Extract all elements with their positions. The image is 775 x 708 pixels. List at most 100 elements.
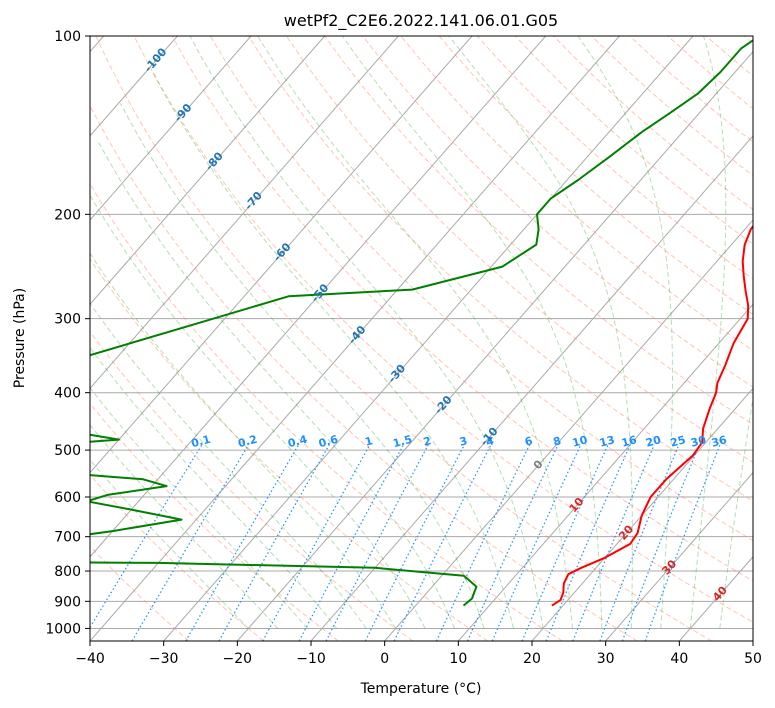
dry-adiabat-line — [90, 474, 264, 641]
isotherm-line — [90, 36, 547, 558]
mixing-ratio-label: 4 — [485, 434, 496, 449]
moist-adiabat-line — [120, 103, 485, 629]
chart-title: wetPf2_C2E6.2022.141.06.01.G05 — [284, 11, 558, 31]
y-tick-label: 1000 — [45, 621, 81, 637]
mixing-ratio-line — [545, 444, 631, 641]
mixing-ratio-line — [131, 444, 250, 641]
mixing-ratio-label: 2 — [422, 434, 433, 449]
mixing-ratio-label: 0.4 — [286, 433, 309, 451]
moist-adiabat-line — [719, 395, 753, 629]
mixing-ratio-label: 10 — [571, 433, 589, 450]
mixing-ratio-label: 36 — [710, 433, 728, 450]
mixing-ratio-line — [521, 444, 609, 641]
mixing-ratio-label: 3 — [458, 434, 469, 449]
isotherm-line — [531, 387, 753, 641]
mixing-ratio-label: 6 — [523, 434, 534, 449]
mixing-ratio-label: 16 — [620, 433, 638, 450]
y-tick-label: 600 — [54, 490, 81, 506]
mixing-ratio-label: 20 — [644, 433, 662, 450]
moist-adiabat-line — [97, 140, 456, 629]
mixing-ratio-label: 1.5 — [391, 433, 413, 451]
dry-adiabat-line — [324, 36, 753, 425]
mixing-ratio-line — [262, 444, 371, 641]
dry-adiabat-line — [90, 330, 414, 641]
mixing-ratio-label: 0.1 — [190, 433, 212, 451]
y-axis-label: Pressure (hPa) — [12, 288, 28, 388]
isotherm-line — [90, 36, 326, 305]
mixing-ratio-label: 8 — [552, 434, 563, 449]
x-tick-label: 10 — [449, 651, 467, 667]
moist-adiabat-line — [257, 36, 573, 629]
isotherm-line — [90, 36, 252, 221]
mixing-ratio-label: 0.2 — [237, 433, 259, 451]
moist-adiabat-line — [90, 424, 279, 629]
dry-adiabat-line — [438, 36, 753, 316]
mixing-ratio-line — [435, 444, 531, 641]
mixing-ratio-line — [393, 444, 492, 641]
isotherm-line — [90, 36, 399, 390]
y-axis: 100 200 300 400 500 600 700 800 900 1000 — [45, 29, 90, 637]
mixing-ratio-line — [364, 444, 465, 641]
y-tick-label: 500 — [54, 443, 81, 459]
dry-adiabat-line — [247, 36, 753, 502]
dry-adiabat-line — [171, 36, 753, 582]
y-tick-label: 200 — [54, 207, 81, 223]
mixing-ratio-label: 13 — [598, 433, 616, 450]
moist-adiabat-line — [689, 36, 727, 629]
isotherm-line — [384, 219, 753, 641]
dry-adiabat-line — [362, 36, 753, 388]
mixing-ratio-line — [644, 444, 721, 641]
moist-adiabat-line — [189, 36, 544, 629]
x-tick-label: 50 — [744, 651, 762, 667]
mixing-ratio-label: 30 — [689, 433, 707, 450]
isotherm-line — [90, 36, 473, 474]
dry-adiabat-line — [209, 36, 753, 542]
y-tick-label: 300 — [54, 312, 81, 328]
moist-adiabat-line — [448, 36, 633, 629]
mixing-ratio-label: 1 — [363, 434, 374, 449]
y-tick-label: 900 — [54, 594, 81, 610]
moist-adiabat-line — [90, 346, 338, 629]
isotherm-line — [457, 303, 753, 641]
dry-adiabat-line — [90, 182, 563, 641]
temperature-profile-line — [551, 224, 753, 607]
moist-adiabat-line — [152, 71, 514, 629]
y-tick-label: 800 — [54, 564, 81, 580]
x-tick-label: 20 — [523, 651, 541, 667]
y-tick-label: 400 — [54, 386, 81, 402]
x-axis-label: Temperature (°C) — [360, 681, 482, 697]
mixing-ratio-label: 25 — [669, 433, 687, 450]
moist-adiabat-line — [90, 387, 308, 629]
dry-adiabat-line — [133, 36, 753, 623]
isotherm-line — [605, 471, 753, 641]
mixing-ratio-label: 0.6 — [317, 433, 340, 451]
isotherm-line — [163, 36, 694, 641]
mixing-ratio-line — [621, 444, 700, 641]
moist-adiabat-line — [90, 194, 426, 629]
x-tick-label: −40 — [75, 651, 105, 667]
plot-frame — [89, 35, 754, 642]
moist-adiabat-line — [90, 252, 397, 629]
x-tick-label: −20 — [223, 651, 253, 667]
moist-adiabat-line — [341, 36, 603, 629]
dry-adiabat-line — [90, 257, 488, 641]
isotherm-line — [310, 135, 753, 641]
isotherm-line — [236, 50, 753, 641]
x-tick-label: −30 — [149, 651, 179, 667]
plot-area — [90, 36, 753, 641]
dry-adiabat-line — [95, 36, 712, 641]
x-tick-label: 40 — [670, 651, 688, 667]
x-tick-label: 30 — [597, 651, 615, 667]
x-axis: −40 −30 −20 −10 0 10 20 30 40 50 — [75, 641, 762, 667]
x-tick-label: −10 — [296, 651, 326, 667]
x-tick-label: 0 — [380, 651, 389, 667]
moist-adiabat-line — [577, 36, 673, 629]
mixing-ratio-line — [218, 444, 330, 641]
mixing-ratio-line — [90, 444, 203, 629]
y-tick-label: 100 — [54, 29, 81, 45]
moist-adiabat-line — [90, 302, 367, 629]
y-tick-label: 700 — [54, 530, 81, 546]
isotherm-line — [90, 36, 620, 641]
